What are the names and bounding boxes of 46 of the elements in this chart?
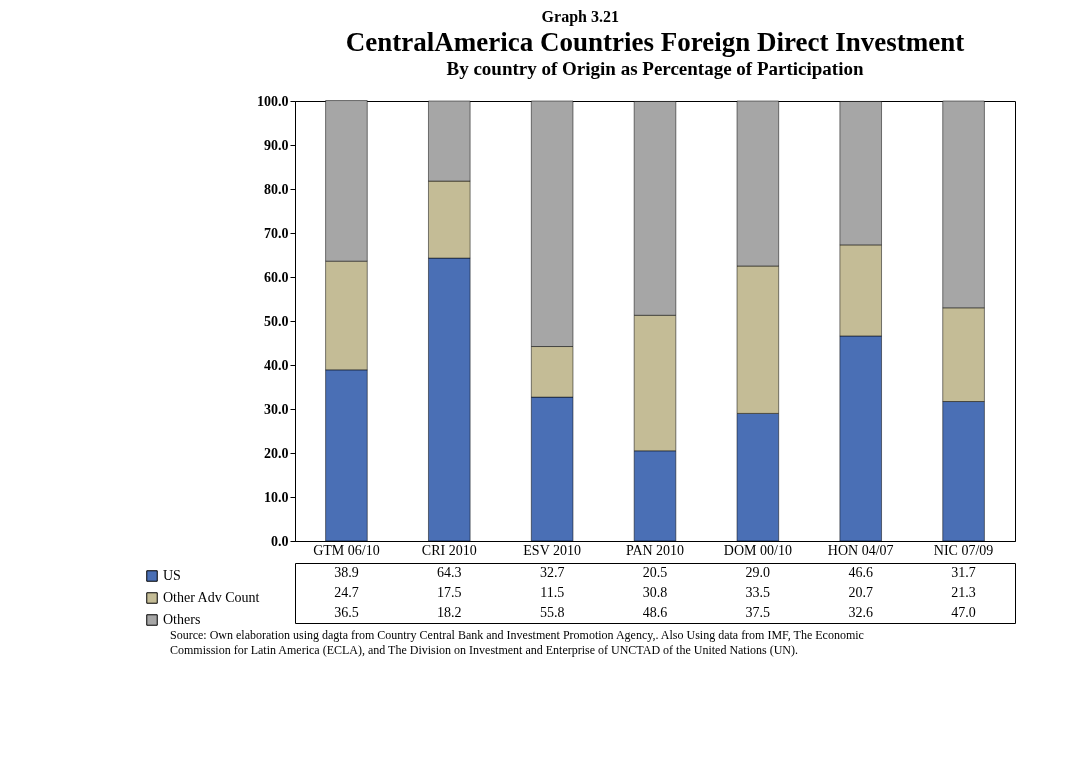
caption: Graph 3.21 [541, 7, 619, 26]
x-tick-label: NIC 07/09 [933, 542, 994, 558]
x-tick-label: GTM 06/10 [313, 542, 380, 558]
chart-title: CentralAmerica Countries Foreign Direct Investment [345, 27, 965, 57]
data-label: 64.3 [437, 565, 462, 580]
x-tick-label: ESV 2010 [523, 542, 581, 558]
data-label: 20.7 [848, 585, 873, 600]
data-label: 46.6 [848, 565, 873, 580]
y-tick-label: 0.0 [271, 533, 289, 549]
y-tick-label: 30.0 [264, 401, 289, 417]
x-tick-label: PAN 2010 [625, 542, 685, 558]
data-label: 31.7 [951, 565, 976, 580]
data-label: 48.6 [642, 605, 668, 620]
data-label: 32.6 [848, 605, 873, 620]
data-label: 33.5 [745, 585, 771, 600]
y-tick-label: 70.0 [264, 225, 289, 241]
data-label: 17.5 [437, 585, 462, 600]
y-tick-label: 20.0 [264, 445, 289, 461]
data-label: 37.5 [745, 605, 771, 620]
data-label: 11.5 [540, 585, 565, 600]
data-label: 55.8 [539, 605, 565, 620]
x-tick-label: DOM 00/10 [723, 542, 792, 558]
y-tick-label: 90.0 [264, 137, 289, 153]
legend-label: Others [163, 612, 201, 627]
data-label: 38.9 [334, 565, 359, 580]
x-tick-label: HON 04/07 [827, 542, 894, 558]
y-tick-label: 60.0 [264, 269, 289, 285]
data-label: 18.2 [437, 605, 462, 620]
data-label: 21.3 [951, 585, 976, 600]
source-note: Source: Own elaboration using dagta from Country Central Bank and Investment Promotion Agency,. Also Using data from IMF, The Economic Commission for Latin America (ECLA), and The Division on Investment and Enterprise of UNCTAD of the United Nations (UN). [170, 628, 864, 657]
x-tick-label: CRI 2010 [421, 542, 477, 558]
chart-subtitle: By country of Origin as Percentage of Participation [446, 58, 864, 79]
y-tick-label: 100.0 [257, 93, 289, 109]
y-tick-label: 40.0 [264, 357, 289, 373]
data-label: 20.5 [642, 565, 668, 580]
data-label: 30.8 [642, 585, 668, 600]
legend-label: Other Adv Count [163, 590, 260, 605]
data-label: 24.7 [334, 585, 359, 600]
data-label: 36.5 [334, 605, 359, 620]
data-label: 47.0 [951, 605, 976, 620]
data-label: 29.0 [745, 565, 771, 580]
y-tick-label: 10.0 [264, 489, 289, 505]
y-tick-label: 80.0 [264, 181, 289, 197]
data-label: 32.7 [539, 565, 565, 580]
y-tick-label: 50.0 [264, 313, 289, 329]
legend-label: US [163, 568, 181, 583]
